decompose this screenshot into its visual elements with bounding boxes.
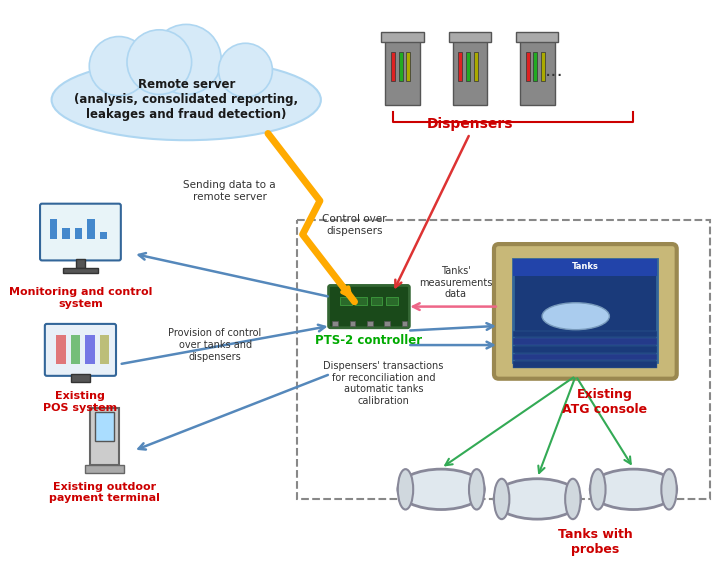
Bar bbox=[385, 37, 420, 105]
Bar bbox=[513, 361, 657, 368]
Text: Monitoring and control
system: Monitoring and control system bbox=[9, 287, 152, 309]
Bar bbox=[371, 297, 382, 305]
FancyBboxPatch shape bbox=[328, 286, 410, 328]
Bar bbox=[85, 336, 95, 364]
Ellipse shape bbox=[542, 303, 609, 329]
Bar bbox=[62, 221, 70, 239]
Bar bbox=[541, 52, 545, 80]
Bar bbox=[56, 336, 66, 364]
Ellipse shape bbox=[494, 479, 509, 519]
Bar bbox=[459, 52, 462, 80]
Ellipse shape bbox=[398, 469, 413, 510]
Ellipse shape bbox=[590, 469, 606, 510]
Bar bbox=[340, 297, 351, 305]
Bar bbox=[516, 32, 559, 42]
Bar bbox=[386, 297, 398, 305]
Bar bbox=[391, 52, 395, 80]
Text: ...: ... bbox=[545, 62, 564, 80]
Bar bbox=[384, 321, 390, 326]
Bar bbox=[63, 268, 98, 273]
Text: Dispensers: Dispensers bbox=[427, 117, 513, 131]
Bar bbox=[513, 259, 657, 276]
Bar bbox=[399, 52, 402, 80]
Text: Existing
POS system: Existing POS system bbox=[43, 391, 117, 413]
Bar bbox=[71, 336, 81, 364]
FancyBboxPatch shape bbox=[45, 324, 116, 376]
Text: Sending data to a
remote server: Sending data to a remote server bbox=[183, 180, 276, 202]
Circle shape bbox=[127, 30, 192, 95]
Ellipse shape bbox=[565, 479, 580, 519]
Ellipse shape bbox=[469, 469, 485, 510]
Bar bbox=[513, 354, 657, 360]
Circle shape bbox=[151, 25, 221, 95]
Bar bbox=[513, 259, 657, 363]
Bar bbox=[402, 321, 408, 326]
Bar bbox=[99, 336, 109, 364]
Bar bbox=[513, 346, 657, 353]
Bar bbox=[466, 52, 470, 80]
Ellipse shape bbox=[662, 469, 677, 510]
Text: Provision of control
over tanks and
dispensers: Provision of control over tanks and disp… bbox=[168, 328, 261, 361]
FancyBboxPatch shape bbox=[494, 244, 677, 378]
Bar bbox=[356, 297, 367, 305]
Bar bbox=[297, 220, 711, 499]
Bar bbox=[87, 231, 95, 239]
FancyBboxPatch shape bbox=[40, 203, 121, 260]
Text: Tanks'
measurements
data: Tanks' measurements data bbox=[419, 266, 492, 299]
Bar bbox=[407, 52, 410, 80]
Bar bbox=[50, 218, 58, 239]
Text: Tanks with
probes: Tanks with probes bbox=[557, 528, 632, 556]
Text: Existing
ATG console: Existing ATG console bbox=[562, 388, 647, 416]
Bar bbox=[76, 259, 85, 268]
Bar bbox=[90, 408, 119, 465]
Circle shape bbox=[219, 43, 272, 97]
Bar bbox=[85, 465, 124, 473]
Bar bbox=[453, 37, 487, 105]
Text: Remote server
(analysis, consolidated reporting,
leakages and fraud detection): Remote server (analysis, consolidated re… bbox=[74, 78, 298, 121]
Bar bbox=[367, 321, 373, 326]
Bar bbox=[333, 321, 338, 326]
Bar bbox=[382, 32, 424, 42]
Bar bbox=[99, 221, 107, 239]
Bar bbox=[474, 52, 477, 80]
Bar bbox=[513, 339, 657, 345]
Bar bbox=[526, 52, 530, 80]
Text: Dispensers' transactions
for reconciliation and
automatic tanks
calibration: Dispensers' transactions for reconciliat… bbox=[323, 361, 444, 406]
Ellipse shape bbox=[52, 59, 321, 140]
Bar bbox=[95, 412, 114, 441]
Circle shape bbox=[89, 36, 148, 96]
Bar bbox=[75, 231, 82, 239]
Text: Control over
dispensers: Control over dispensers bbox=[323, 214, 387, 235]
Bar bbox=[534, 52, 537, 80]
Bar bbox=[71, 374, 90, 381]
Bar bbox=[520, 37, 554, 105]
Bar bbox=[350, 321, 356, 326]
Ellipse shape bbox=[590, 469, 677, 510]
Text: PTS-2 controller: PTS-2 controller bbox=[315, 333, 423, 347]
Ellipse shape bbox=[494, 479, 580, 519]
Text: Existing outdoor
payment terminal: Existing outdoor payment terminal bbox=[49, 482, 160, 503]
Bar bbox=[449, 32, 491, 42]
Ellipse shape bbox=[398, 469, 485, 510]
Bar bbox=[513, 331, 657, 337]
Text: Tanks: Tanks bbox=[572, 262, 599, 271]
